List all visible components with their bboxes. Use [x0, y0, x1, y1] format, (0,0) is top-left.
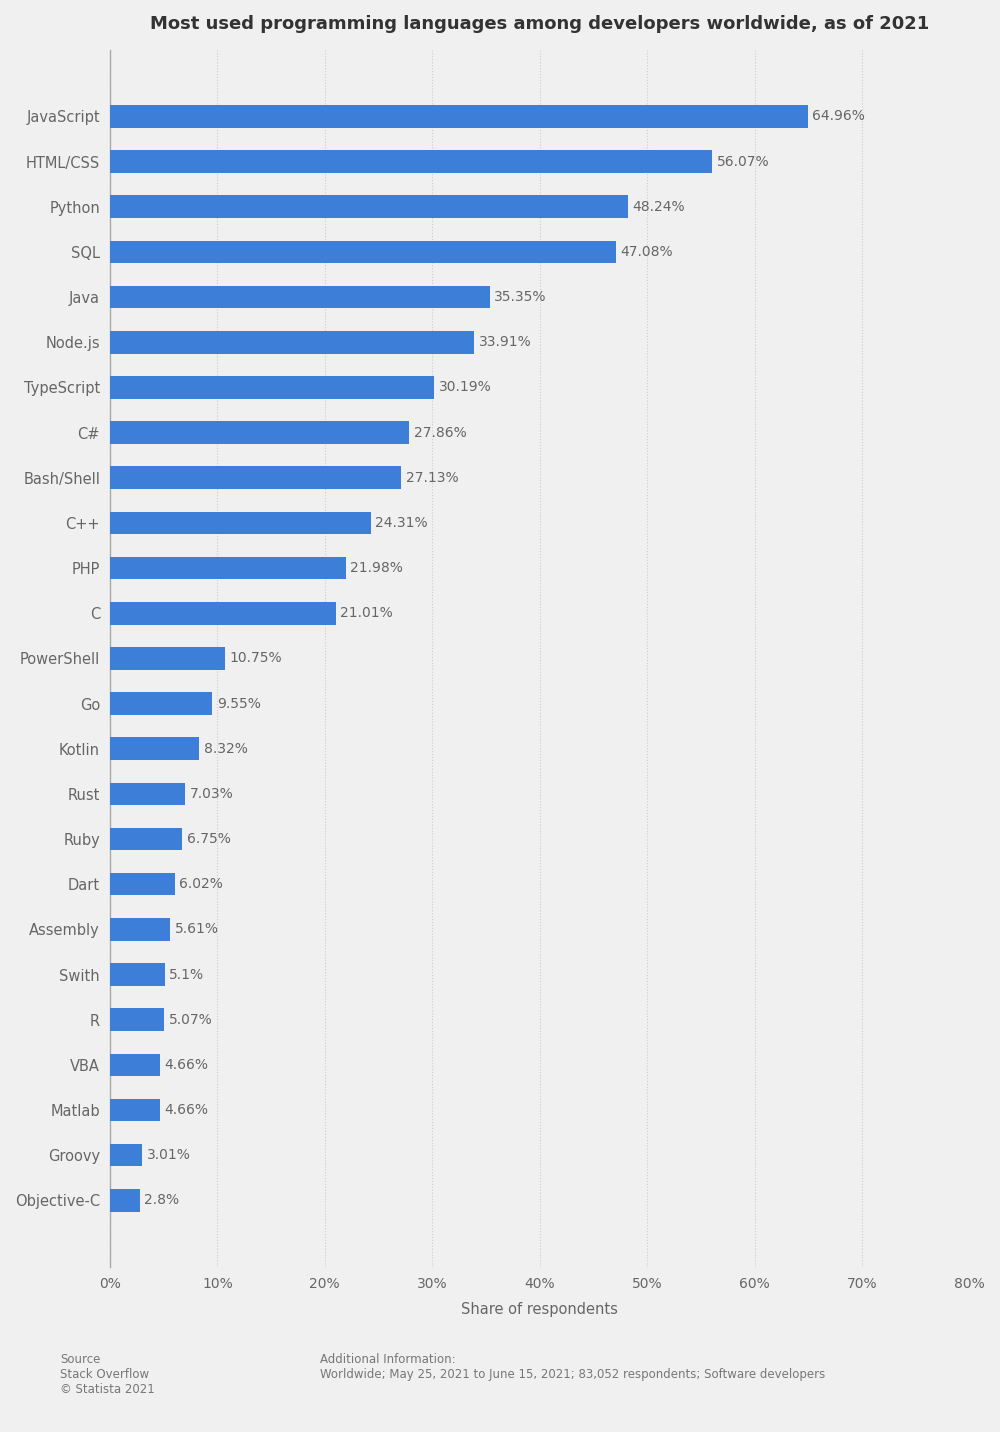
Text: 21.98%: 21.98% — [350, 561, 403, 576]
Bar — [110, 692, 212, 715]
Text: 10.75%: 10.75% — [230, 652, 282, 666]
Text: 6.02%: 6.02% — [179, 878, 223, 891]
Bar — [110, 1054, 160, 1075]
Bar — [110, 377, 434, 398]
Bar — [110, 150, 712, 173]
Bar — [110, 918, 170, 941]
Text: 4.66%: 4.66% — [164, 1103, 208, 1117]
Bar — [110, 421, 409, 444]
Bar — [110, 196, 628, 218]
Text: 5.61%: 5.61% — [174, 922, 218, 937]
Bar — [110, 647, 225, 670]
Bar — [110, 557, 346, 580]
Text: 8.32%: 8.32% — [204, 742, 247, 756]
Bar — [110, 1008, 164, 1031]
Text: 5.1%: 5.1% — [169, 968, 204, 981]
Text: 27.13%: 27.13% — [406, 471, 458, 485]
Text: 27.86%: 27.86% — [414, 425, 466, 440]
Title: Most used programming languages among developers worldwide, as of 2021: Most used programming languages among de… — [150, 14, 929, 33]
Text: 9.55%: 9.55% — [217, 696, 261, 710]
Text: 5.07%: 5.07% — [169, 1012, 212, 1027]
Bar — [110, 331, 474, 354]
Bar — [110, 874, 175, 895]
Text: Additional Information:
Worldwide; May 25, 2021 to June 15, 2021; 83,052 respond: Additional Information: Worldwide; May 2… — [320, 1353, 825, 1382]
Bar — [110, 964, 165, 985]
Text: 33.91%: 33.91% — [479, 335, 531, 349]
Text: 47.08%: 47.08% — [620, 245, 673, 259]
Bar — [110, 1144, 142, 1167]
Text: Source
Stack Overflow
© Statista 2021: Source Stack Overflow © Statista 2021 — [60, 1353, 155, 1396]
Bar — [110, 241, 616, 263]
Bar — [110, 105, 808, 127]
Text: 30.19%: 30.19% — [439, 381, 491, 394]
Bar — [110, 828, 182, 851]
Bar — [110, 1189, 140, 1211]
Text: 21.01%: 21.01% — [340, 606, 393, 620]
Text: 35.35%: 35.35% — [494, 291, 547, 304]
Text: 3.01%: 3.01% — [146, 1148, 190, 1163]
Text: 48.24%: 48.24% — [633, 200, 685, 213]
Bar — [110, 511, 371, 534]
X-axis label: Share of respondents: Share of respondents — [461, 1302, 618, 1317]
Text: 7.03%: 7.03% — [190, 786, 233, 800]
Bar — [110, 1098, 160, 1121]
Text: 56.07%: 56.07% — [717, 155, 769, 169]
Bar — [110, 467, 401, 488]
Text: 6.75%: 6.75% — [187, 832, 231, 846]
Bar — [110, 782, 185, 805]
Bar — [110, 286, 490, 308]
Text: 24.31%: 24.31% — [375, 516, 428, 530]
Text: 2.8%: 2.8% — [144, 1193, 179, 1207]
Text: 4.66%: 4.66% — [164, 1058, 208, 1071]
Bar — [110, 601, 336, 624]
Text: 64.96%: 64.96% — [812, 109, 865, 123]
Bar — [110, 737, 199, 760]
